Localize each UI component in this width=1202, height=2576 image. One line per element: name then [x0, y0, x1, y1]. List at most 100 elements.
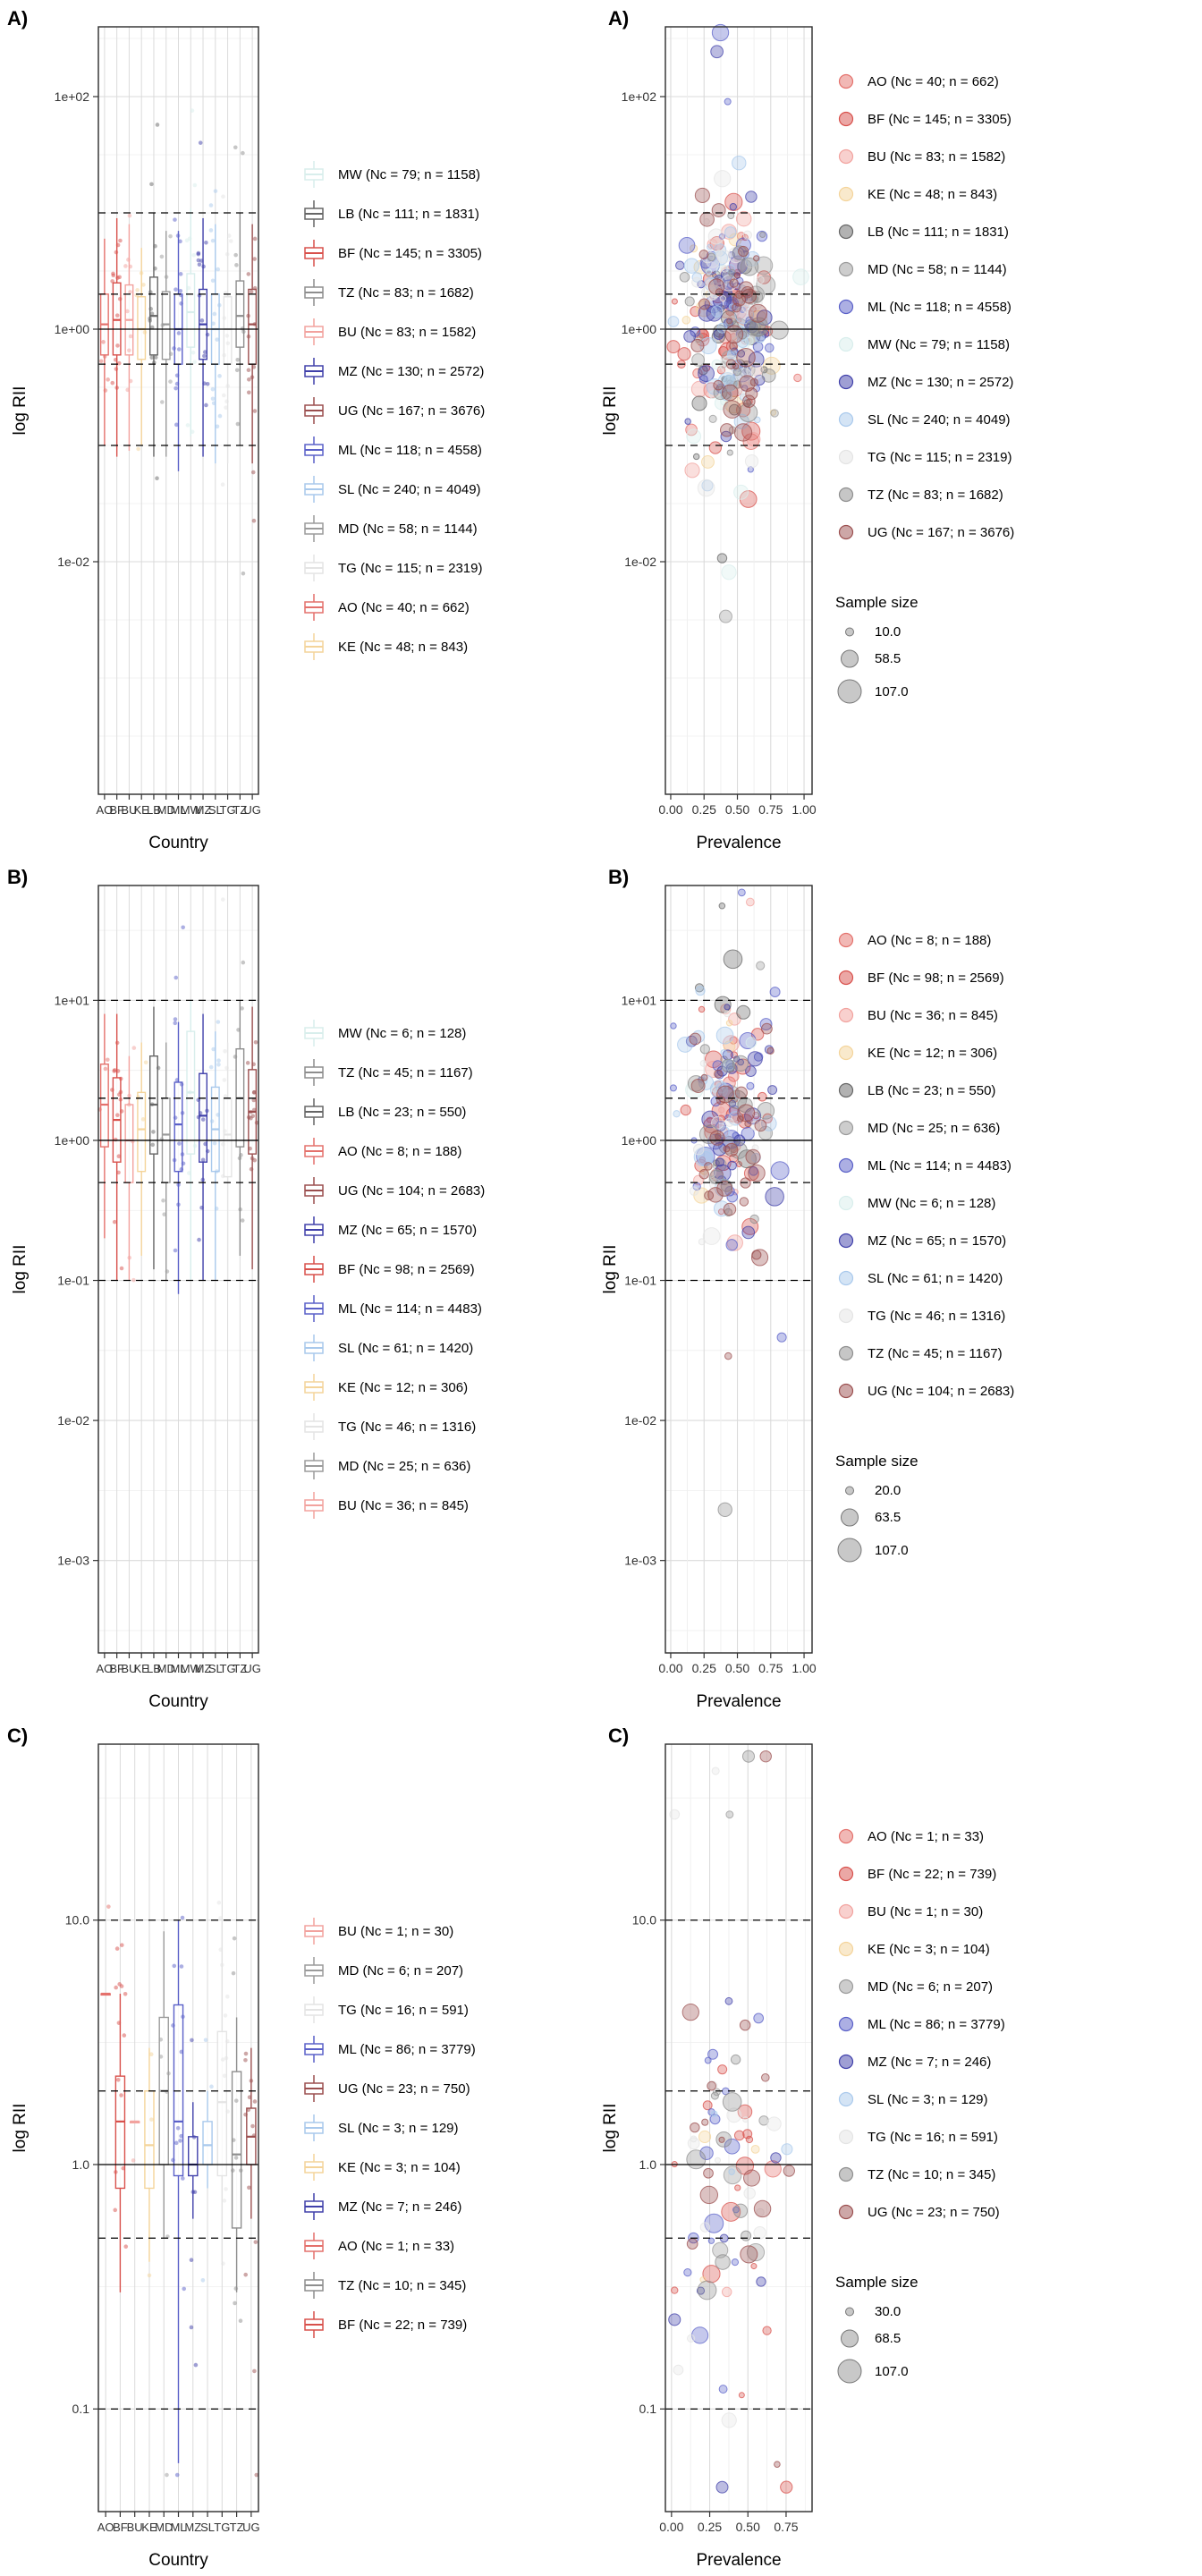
jitter-point [106, 377, 110, 382]
bubble-point [753, 2012, 765, 2024]
legend-label: LB (Nc = 111; n = 1831) [868, 224, 1009, 240]
jitter-point [117, 296, 123, 301]
jitter-point [143, 1060, 148, 1065]
y-tick-label: 1e+01 [622, 993, 657, 1007]
bubble-point [690, 244, 698, 253]
legend-label: MD (Nc = 25; n = 636) [868, 1120, 1001, 1136]
bubble-point [702, 1227, 721, 1245]
bubble-point [717, 2064, 728, 2075]
jitter-point [216, 1900, 222, 1905]
size-circle [837, 2359, 862, 2384]
y-tick-label: 1e+02 [55, 89, 90, 104]
x-tick-label: UG [242, 2521, 260, 2534]
bubble-point [746, 1081, 755, 1090]
bubble-point [746, 2242, 766, 2262]
x-tick-label: 1.00 [791, 802, 816, 817]
bubble-point [698, 2130, 712, 2144]
bubble-point [765, 343, 775, 353]
jitter-point [117, 275, 122, 280]
y-tick-label: 1e-02 [57, 555, 89, 569]
legend-label: BU (Nc = 1; n = 30) [338, 1923, 454, 1939]
bubble-point [668, 2313, 681, 2326]
legend-item: UG (Nc = 167; n = 3676) [300, 391, 485, 430]
x-tick-label: ML [170, 803, 186, 817]
x-tick-label: SL [208, 803, 223, 817]
jitter-point [148, 2052, 154, 2057]
bubble-point [734, 1086, 748, 1099]
jitter-point [217, 374, 222, 378]
bubble-point [724, 226, 737, 239]
jitter-point [253, 2240, 258, 2244]
jitter-point [115, 1113, 120, 1118]
bubble-point [747, 294, 763, 311]
x-tick-label: 0.50 [725, 802, 749, 817]
bubble-point [770, 2152, 782, 2164]
legend-label: AO (Nc = 8; n = 188) [868, 932, 992, 948]
jitter-point [221, 1142, 225, 1147]
size-circle [841, 2329, 859, 2348]
jitter-point [178, 2139, 182, 2143]
jitter-point [114, 1946, 120, 1951]
bubble-point [701, 2118, 709, 2126]
key-dot [838, 524, 854, 540]
jitter-point [118, 1097, 123, 1102]
x-tick-label: BF [109, 1662, 124, 1675]
box [248, 288, 258, 365]
point-key-icon [838, 1903, 854, 1919]
bubble-chart: 1e+02 1e+00 1e-02 0.00 0.25 0.50 0.75 1.00 Preva… [601, 23, 817, 852]
jitter-point [200, 2278, 206, 2283]
jitter-point [199, 258, 204, 263]
jitter-point [251, 1090, 257, 1095]
x-tick-label: 0.25 [698, 2520, 722, 2534]
bubble-point [707, 228, 724, 245]
boxplot-key-icon [304, 2233, 324, 2259]
key-dot [838, 261, 854, 277]
legend-item: BU (Nc = 1; n = 30) [300, 1911, 476, 1951]
sample-size-legend-item: 20.0 [835, 1483, 1014, 1498]
bubble-point [725, 1810, 734, 1819]
bubble-point [700, 1073, 708, 1081]
legend-label: BU (Nc = 1; n = 30) [868, 1903, 984, 1919]
bubble-point [669, 1084, 677, 1092]
jitter-point [110, 279, 114, 284]
boxplot-key-icon [304, 1059, 324, 1086]
country-legend: AO (Nc = 40; n = 662) BF (Nc = 145; n = 3… [835, 63, 1014, 714]
point-key-icon [838, 1383, 854, 1399]
jitter-point [220, 482, 225, 487]
legend-item: BU (Nc = 83; n = 1582) [835, 138, 1014, 175]
legend-label: SL (Nc = 240; n = 4049) [868, 411, 1011, 428]
x-tick-label: MZ [195, 803, 212, 817]
boxplot-key-icon [304, 1918, 324, 1945]
legend-label: KE (Nc = 3; n = 104) [868, 1941, 990, 1957]
country-legend: MW (Nc = 6; n = 128) TZ (Nc = 45; n = 116… [300, 1013, 485, 1525]
bubble-point [677, 347, 691, 361]
key-dot [838, 73, 854, 89]
jitter-point [174, 287, 178, 292]
bubble-point [745, 319, 761, 336]
boxplot-key-icon [304, 594, 324, 621]
bubble-point [666, 340, 681, 354]
x-tick-label: KE [141, 2521, 157, 2534]
boxplot-chart: 1e+02 1e+00 1e-02 AOBFBUKELBMDMLMWMZSLTGTZU… [11, 26, 261, 852]
bubble-point [698, 1005, 706, 1013]
bubble-point [776, 1332, 787, 1343]
y-tick-label: 0.1 [72, 2402, 90, 2416]
bubble-point [742, 2116, 749, 2123]
jitter-point [243, 2051, 249, 2056]
bubble-point [686, 428, 702, 445]
boxplot-key-icon [304, 476, 324, 503]
jitter-point [116, 1170, 121, 1175]
bubble-point [732, 2203, 749, 2218]
sample-size-legend-title: Sample size [835, 2274, 918, 2291]
box [231, 2071, 242, 2229]
key-dot [838, 487, 854, 503]
bubble-point [715, 1081, 728, 1094]
bubble-point [724, 97, 732, 106]
bubble-point [753, 2199, 772, 2218]
jitter-point [160, 323, 165, 327]
x-tick-label: MW [181, 803, 202, 817]
jitter-point [179, 1082, 184, 1087]
jitter-point [203, 1141, 207, 1147]
key-dot [838, 1308, 854, 1324]
bubble-point [732, 368, 742, 377]
